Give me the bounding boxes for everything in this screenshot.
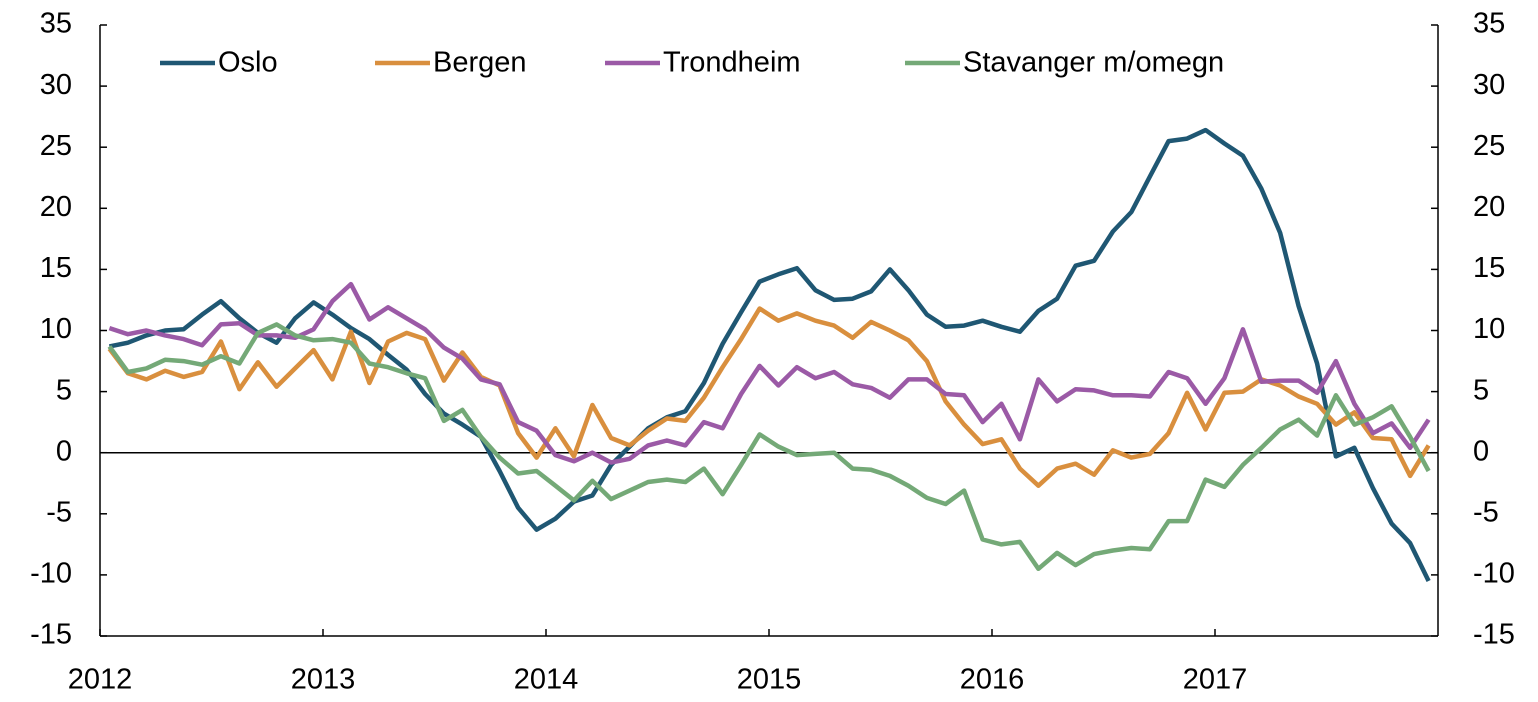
y-tick-label: -15 (30, 619, 72, 651)
y-tick-label: 35 (40, 8, 72, 40)
y-tick-label: 0 (56, 435, 72, 467)
series-line (107, 322, 1431, 572)
y2-tick-label: -5 (1473, 496, 1499, 528)
y2-tick-label: 35 (1473, 8, 1505, 40)
series-line (108, 281, 1431, 465)
y2-tick-label: -10 (1473, 558, 1515, 590)
x-tick-label: 2013 (291, 664, 356, 696)
y2-tick-label: 25 (1473, 130, 1505, 162)
y-tick-label: 15 (40, 252, 72, 284)
y-tick-label: -10 (30, 558, 72, 590)
y-tick-label: 30 (40, 69, 72, 101)
y-tick-label: 25 (40, 130, 72, 162)
x-tick-label: 2014 (514, 664, 579, 696)
legend-label: Oslo (218, 47, 278, 79)
y-tick-label: -5 (46, 496, 72, 528)
y2-tick-label: 10 (1473, 313, 1505, 345)
y-tick-label: 20 (40, 191, 72, 223)
y-tick-label: 10 (40, 313, 72, 345)
y2-tick-label: 0 (1473, 435, 1489, 467)
x-tick-label: 2017 (1183, 664, 1248, 696)
series-line (107, 306, 1431, 488)
x-tick-label: 2016 (960, 664, 1025, 696)
x-tick-label: 2015 (737, 664, 802, 696)
y2-tick-label: 15 (1473, 252, 1505, 284)
y-tick-label: 5 (56, 374, 72, 406)
x-tick-label: 2012 (68, 664, 133, 696)
y2-tick-label: 20 (1473, 191, 1505, 223)
legend-label: Trondheim (663, 47, 801, 79)
y2-tick-label: -15 (1473, 619, 1515, 651)
legend-label: Stavanger m/omegn (963, 47, 1224, 79)
y2-tick-label: 5 (1473, 374, 1489, 406)
legend-label: Bergen (433, 47, 527, 79)
y2-tick-label: 30 (1473, 69, 1505, 101)
series-line (108, 127, 1431, 582)
